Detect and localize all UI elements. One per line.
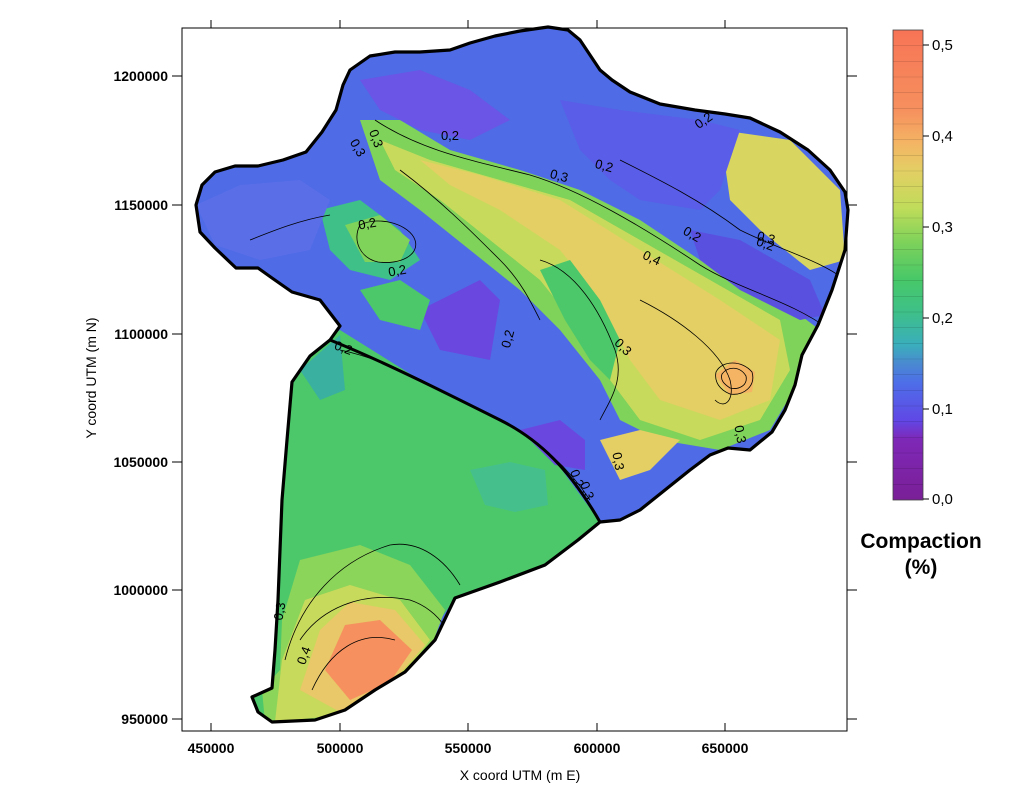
contour-value-label: 0,2 bbox=[332, 338, 354, 358]
contour-value-label: 0,2 bbox=[593, 156, 614, 175]
x-tick-label: 600000 bbox=[574, 740, 621, 756]
legend-tick-label: 0,1 bbox=[932, 401, 953, 418]
compaction-surface bbox=[196, 27, 848, 722]
x-axis-label: X coord UTM (m E) bbox=[460, 767, 581, 783]
legend-unit: (%) bbox=[905, 556, 938, 579]
legend-colorbar bbox=[892, 29, 924, 501]
contour-value-label: 0,2 bbox=[754, 234, 776, 254]
legend-tick-label: 0,2 bbox=[932, 310, 953, 327]
contour-value-label: 0,3 bbox=[548, 166, 569, 185]
legend-tick-label: 0,4 bbox=[932, 128, 953, 145]
zone-divider bbox=[329, 338, 602, 523]
contour-value-label: 0,2 bbox=[387, 262, 407, 280]
x-tick-label: 650000 bbox=[702, 740, 749, 756]
contour-value-label: 0,4 bbox=[294, 644, 314, 666]
plot-frame bbox=[181, 27, 848, 732]
y-axis-label: Y coord UTM (m N) bbox=[83, 317, 99, 438]
y-axis: 950000 1000000 1050000 1100000 1150000 120000… bbox=[113, 68, 857, 727]
y-tick-label: 950000 bbox=[121, 711, 168, 727]
contour-value-label: 0,2 bbox=[357, 215, 377, 233]
contour-value-label: 0,3 bbox=[731, 424, 749, 444]
y-tick-label: 1050000 bbox=[113, 454, 168, 470]
legend-ticks: 0,0 0,1 0,2 0,3 0,4 0,5 bbox=[923, 37, 953, 508]
legend-bands bbox=[893, 45, 923, 485]
y-tick-label: 1200000 bbox=[113, 68, 168, 84]
x-tick-label: 550000 bbox=[445, 740, 492, 756]
legend-tick-label: 0,3 bbox=[932, 219, 953, 236]
region-boundary bbox=[194, 25, 850, 724]
contour-value-label: 0,3 bbox=[755, 228, 776, 247]
contour-value-label: 0,2 bbox=[567, 467, 587, 489]
legend-title: Compaction bbox=[860, 530, 981, 553]
x-tick-label: 500000 bbox=[317, 740, 364, 756]
x-axis: 450000 500000 550000 600000 650000 bbox=[188, 20, 749, 756]
y-tick-label: 1100000 bbox=[114, 326, 168, 342]
contour-value-label: 0,3 bbox=[366, 127, 386, 149]
contour-value-label: 0,3 bbox=[577, 479, 597, 501]
contour-value-label: 0,3 bbox=[271, 601, 289, 621]
contour-value-label: 0,2 bbox=[498, 328, 517, 349]
x-tick-label: 450000 bbox=[188, 740, 235, 756]
contour-value-label: 0,3 bbox=[609, 451, 627, 471]
legend-tick-label: 0,0 bbox=[932, 491, 953, 508]
legend-tick-label: 0,5 bbox=[932, 37, 953, 54]
y-tick-label: 1000000 bbox=[113, 582, 168, 598]
contour-value-label: 0,2 bbox=[441, 128, 459, 143]
y-tick-label: 1150000 bbox=[114, 197, 168, 213]
contour-value-label: 0,4 bbox=[641, 247, 664, 268]
